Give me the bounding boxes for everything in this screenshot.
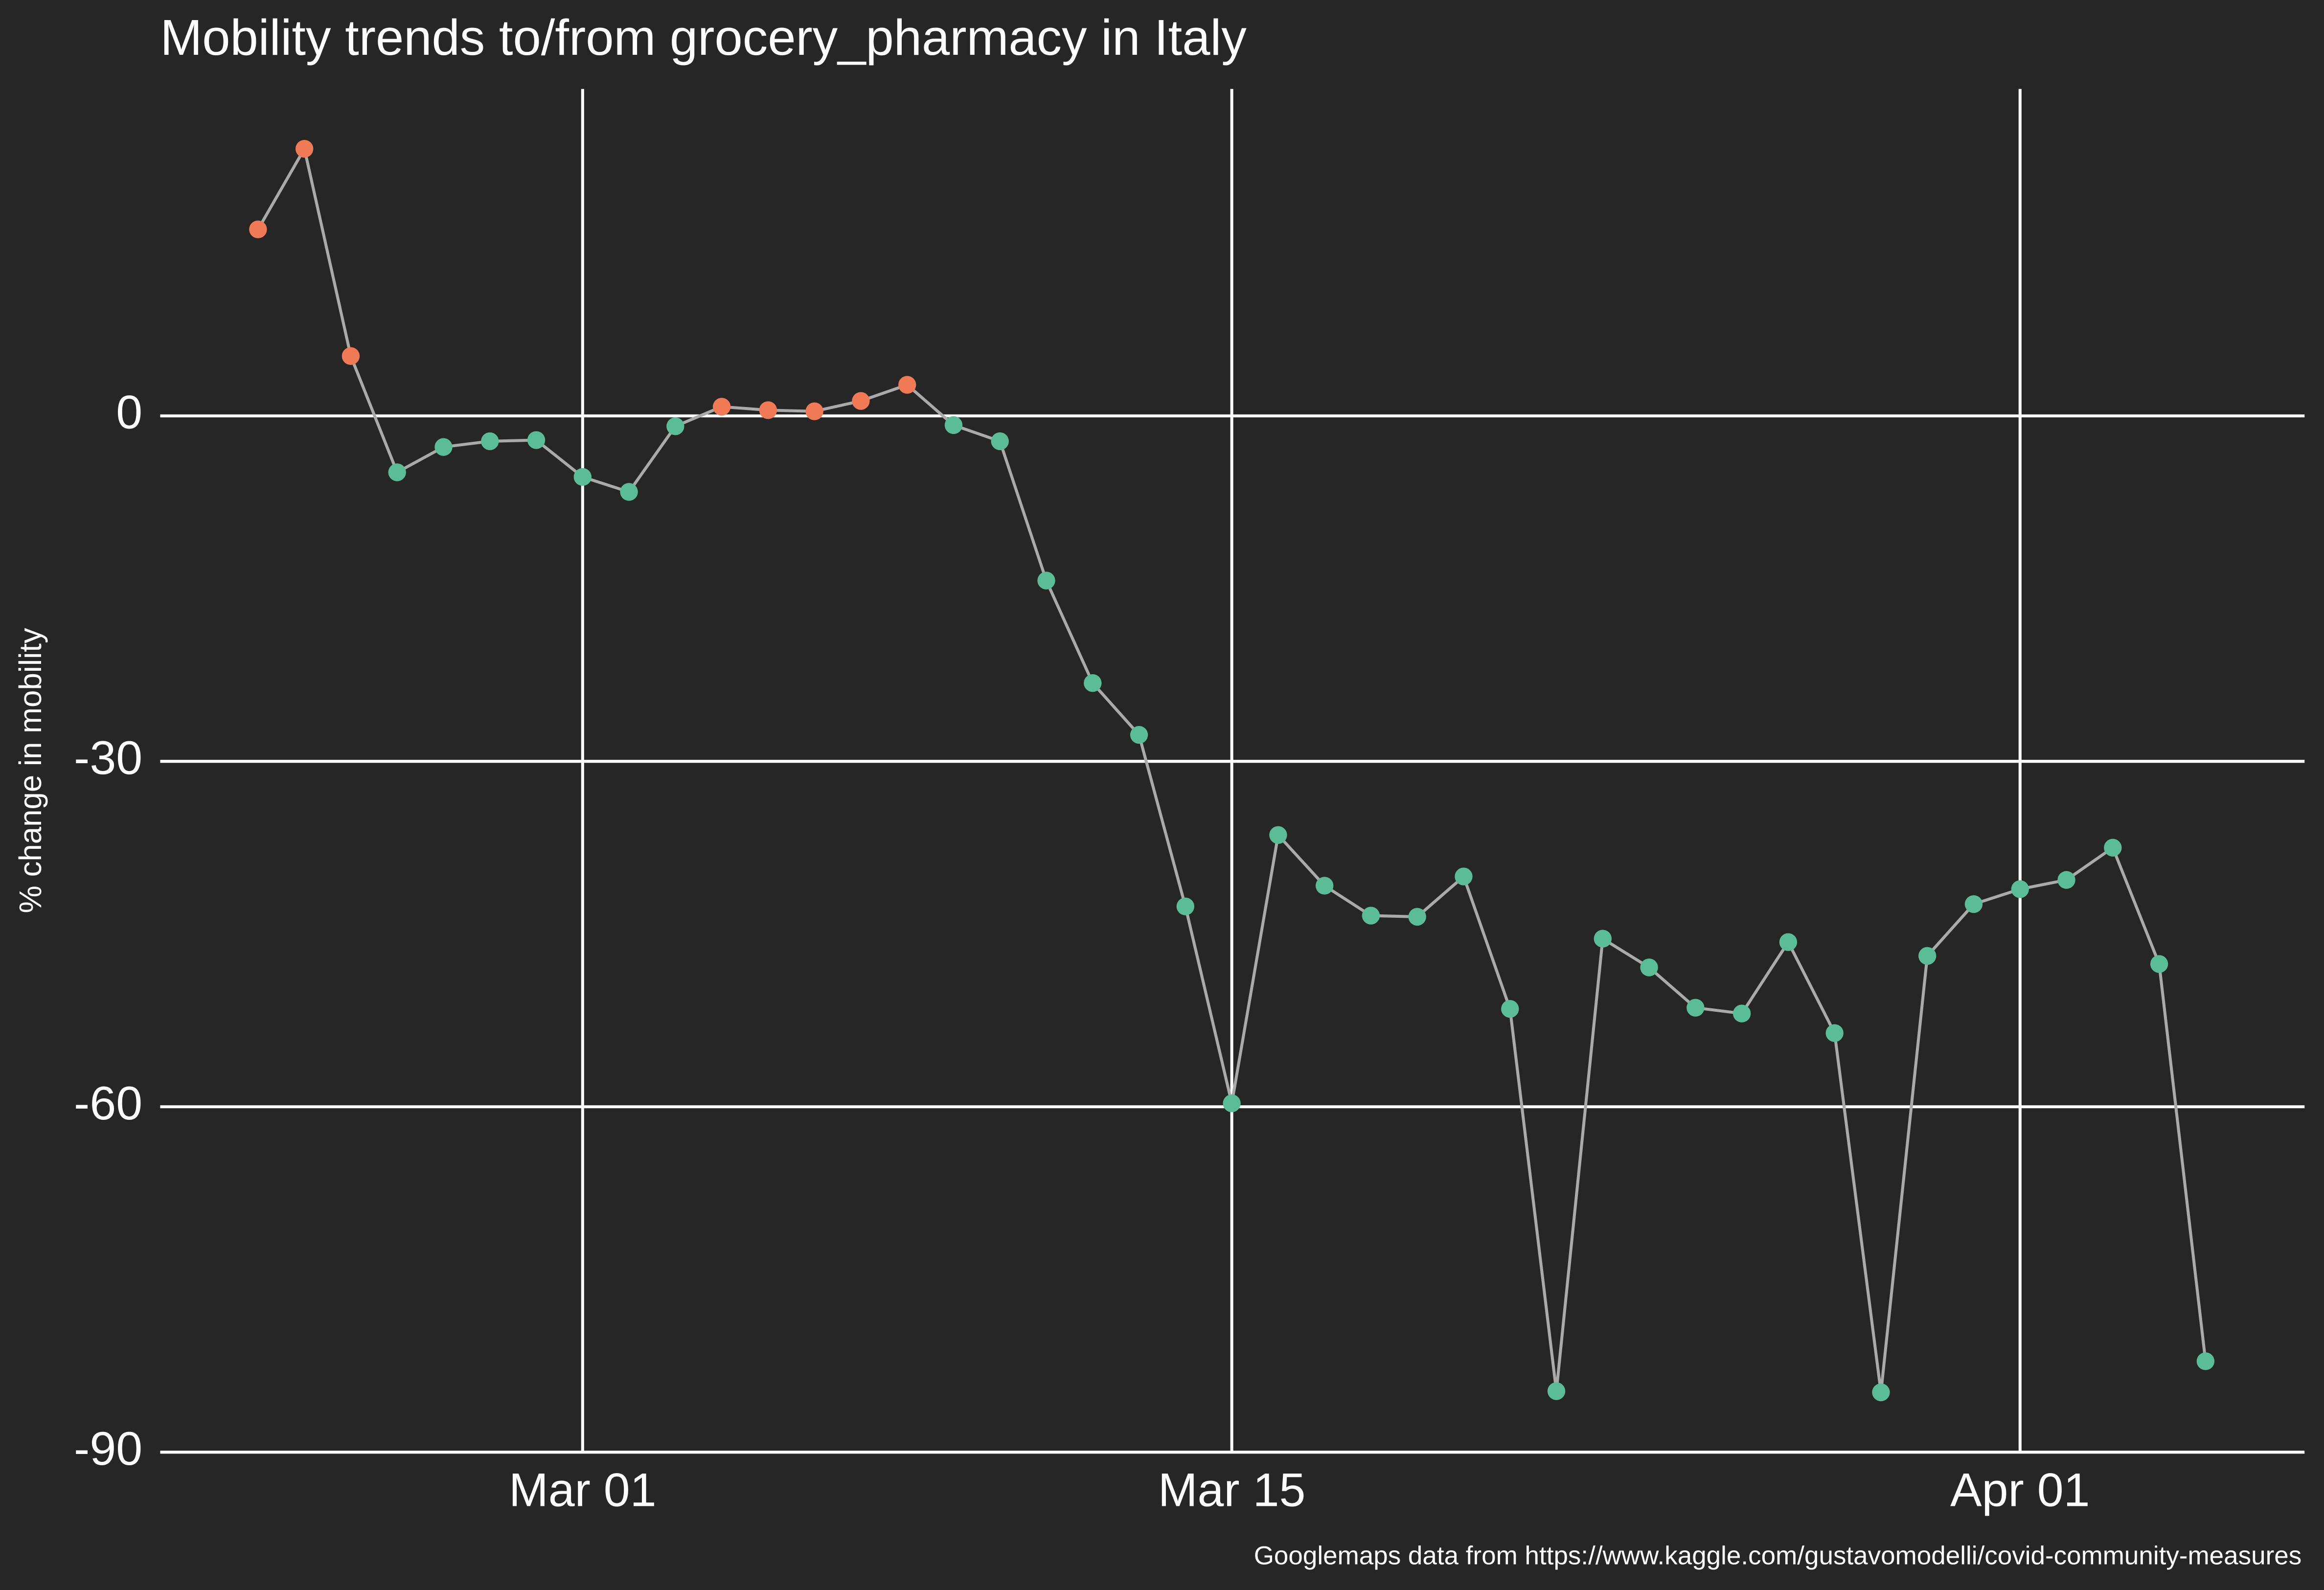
point [1825, 1024, 1844, 1042]
x-tick-label: Mar 01 [509, 1463, 657, 1517]
point [1362, 907, 1380, 925]
point [249, 220, 267, 239]
point [527, 431, 546, 449]
y-tick-label: -90 [74, 1422, 142, 1475]
x-tick-label: Mar 15 [1158, 1463, 1306, 1517]
point [991, 432, 1009, 451]
point [2104, 839, 2122, 857]
x-tick-label: Apr 01 [1950, 1463, 2090, 1517]
y-tick-label: 0 [116, 386, 142, 439]
caption: Googlemaps data from https://www.kaggle.… [1254, 1541, 2302, 1570]
point [2011, 880, 2029, 898]
point [666, 417, 684, 435]
point [1732, 1004, 1751, 1022]
point [2196, 1352, 2215, 1370]
point [342, 347, 360, 365]
point [620, 483, 638, 501]
point [1779, 933, 1798, 951]
point [481, 432, 499, 451]
point [295, 139, 314, 158]
y-tick-label: -60 [74, 1076, 142, 1130]
chart-title: Mobility trends to/from grocery_pharmacy… [160, 9, 1247, 66]
point [573, 468, 592, 486]
point [1640, 958, 1658, 977]
point [805, 402, 823, 420]
point [1316, 877, 1334, 895]
point [1223, 1094, 1241, 1113]
point [1408, 908, 1426, 926]
point [1037, 571, 1055, 590]
point [1964, 895, 1983, 913]
point [1084, 674, 1102, 692]
point [1686, 999, 1705, 1017]
point [1594, 930, 1612, 948]
point [1547, 1382, 1566, 1400]
point [1872, 1383, 1890, 1402]
point [434, 438, 453, 456]
y-tick-label: -30 [74, 731, 142, 784]
y-axis-label: % change in mobility [13, 628, 48, 913]
point [2057, 871, 2075, 889]
point [759, 401, 777, 419]
point [944, 416, 963, 434]
point [388, 463, 406, 481]
point [898, 376, 916, 394]
point [2150, 955, 2168, 973]
point [1176, 897, 1195, 915]
point [712, 398, 731, 416]
point [1455, 867, 1473, 886]
point [852, 392, 870, 410]
point [1130, 726, 1148, 744]
point [1269, 826, 1287, 844]
point [1918, 947, 1937, 965]
point [1501, 1000, 1519, 1018]
